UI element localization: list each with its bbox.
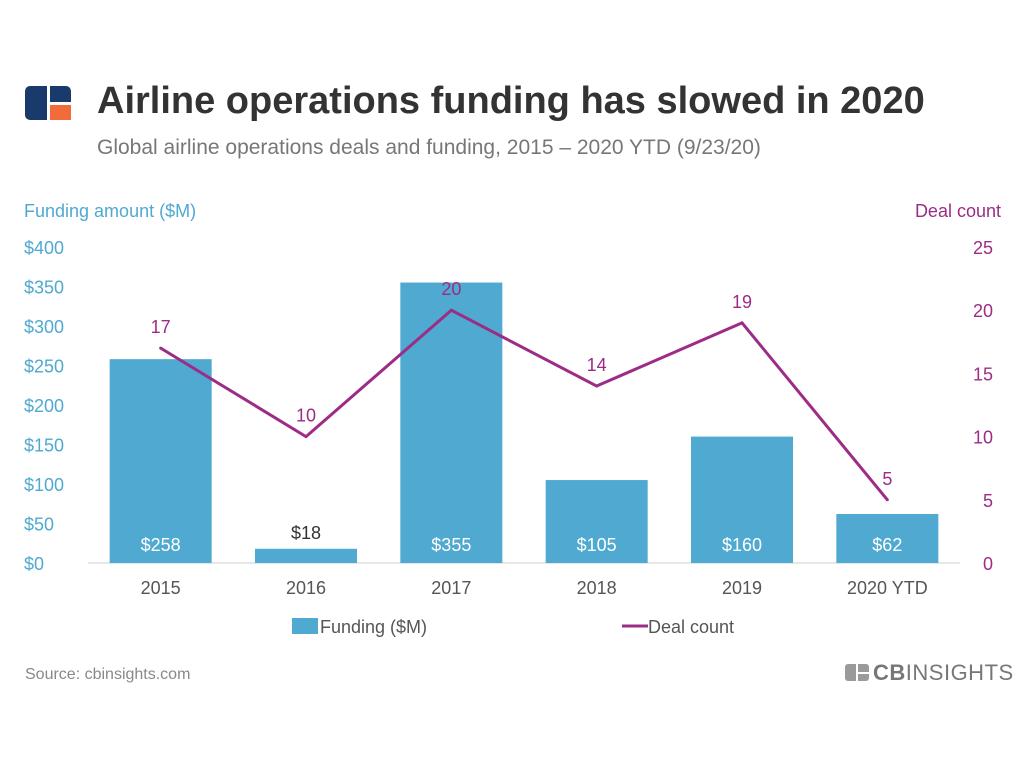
- left-axis-title: Funding amount ($M): [24, 201, 196, 221]
- left-tick-label: $150: [24, 436, 64, 456]
- funding-data-label: $105: [577, 535, 617, 555]
- combo-chart: Funding amount ($M) Deal count $0 $50 $100 $1…: [24, 201, 1001, 637]
- funding-data-label: $258: [141, 535, 181, 555]
- right-tick-label: 15: [973, 364, 993, 384]
- x-tick-label: 2019: [722, 578, 762, 598]
- brand-bold: CB: [873, 660, 906, 685]
- x-tick-label: 2018: [577, 578, 617, 598]
- x-tick-label: 2016: [286, 578, 326, 598]
- legend-funding-label: Funding ($M): [320, 617, 427, 637]
- right-tick-label: 20: [973, 301, 993, 321]
- cb-insights-logo-icon: [25, 86, 71, 120]
- brand-light: INSIGHTS: [905, 660, 1014, 685]
- brand-wordmark: CBINSIGHTS: [845, 660, 1014, 686]
- funding-bar: [400, 282, 503, 563]
- chart-title: Airline operations funding has slowed in…: [97, 80, 925, 122]
- left-tick-label: $250: [24, 357, 64, 377]
- deal-count-point: [740, 321, 744, 325]
- funding-data-label: $355: [431, 535, 471, 555]
- x-tick-label: 2015: [141, 578, 181, 598]
- funding-bar: [691, 436, 793, 563]
- left-tick-label: $100: [24, 475, 64, 495]
- funding-bar: [545, 480, 648, 563]
- deal-count-point: [885, 498, 889, 502]
- left-tick-label: $200: [24, 396, 64, 416]
- left-tick-label: $400: [24, 238, 64, 258]
- deal-count-point: [304, 435, 308, 439]
- right-axis-title: Deal count: [915, 201, 1001, 221]
- legend-deal-count-label: Deal count: [648, 617, 734, 637]
- deal-count-point: [159, 346, 163, 350]
- deal-count-data-label: 17: [151, 317, 171, 337]
- left-tick-label: $300: [24, 317, 64, 337]
- deal-count-data-label: 19: [732, 292, 752, 312]
- right-tick-label: 0: [983, 554, 993, 574]
- deal-count-point: [449, 308, 453, 312]
- cb-insights-mark-icon: [845, 664, 869, 681]
- x-tick-label: 2017: [431, 578, 471, 598]
- left-tick-label: $50: [24, 515, 54, 535]
- left-tick-label: $350: [24, 278, 64, 298]
- deal-count-point: [595, 384, 599, 388]
- left-tick-label: $0: [24, 554, 44, 574]
- funding-data-label: $18: [291, 523, 321, 543]
- deal-count-data-label: 20: [441, 279, 461, 299]
- deal-count-data-label: 10: [296, 406, 316, 426]
- legend-funding-swatch: [292, 618, 318, 634]
- source-note: Source: cbinsights.com: [25, 666, 191, 683]
- deal-count-data-label: 5: [882, 469, 892, 489]
- right-tick-label: 25: [973, 238, 993, 258]
- x-tick-label: 2020 YTD: [847, 578, 928, 598]
- chart-subtitle: Global airline operations deals and fund…: [97, 136, 761, 159]
- right-tick-label: 10: [973, 428, 993, 448]
- funding-data-label: $160: [722, 535, 762, 555]
- funding-bar: [109, 359, 212, 563]
- deal-count-data-label: 14: [587, 355, 607, 375]
- funding-bar: [836, 514, 939, 563]
- deal-count-line: [159, 308, 889, 501]
- right-tick-label: 5: [983, 491, 993, 511]
- funding-data-label: $62: [872, 535, 902, 555]
- funding-bar: [255, 548, 357, 563]
